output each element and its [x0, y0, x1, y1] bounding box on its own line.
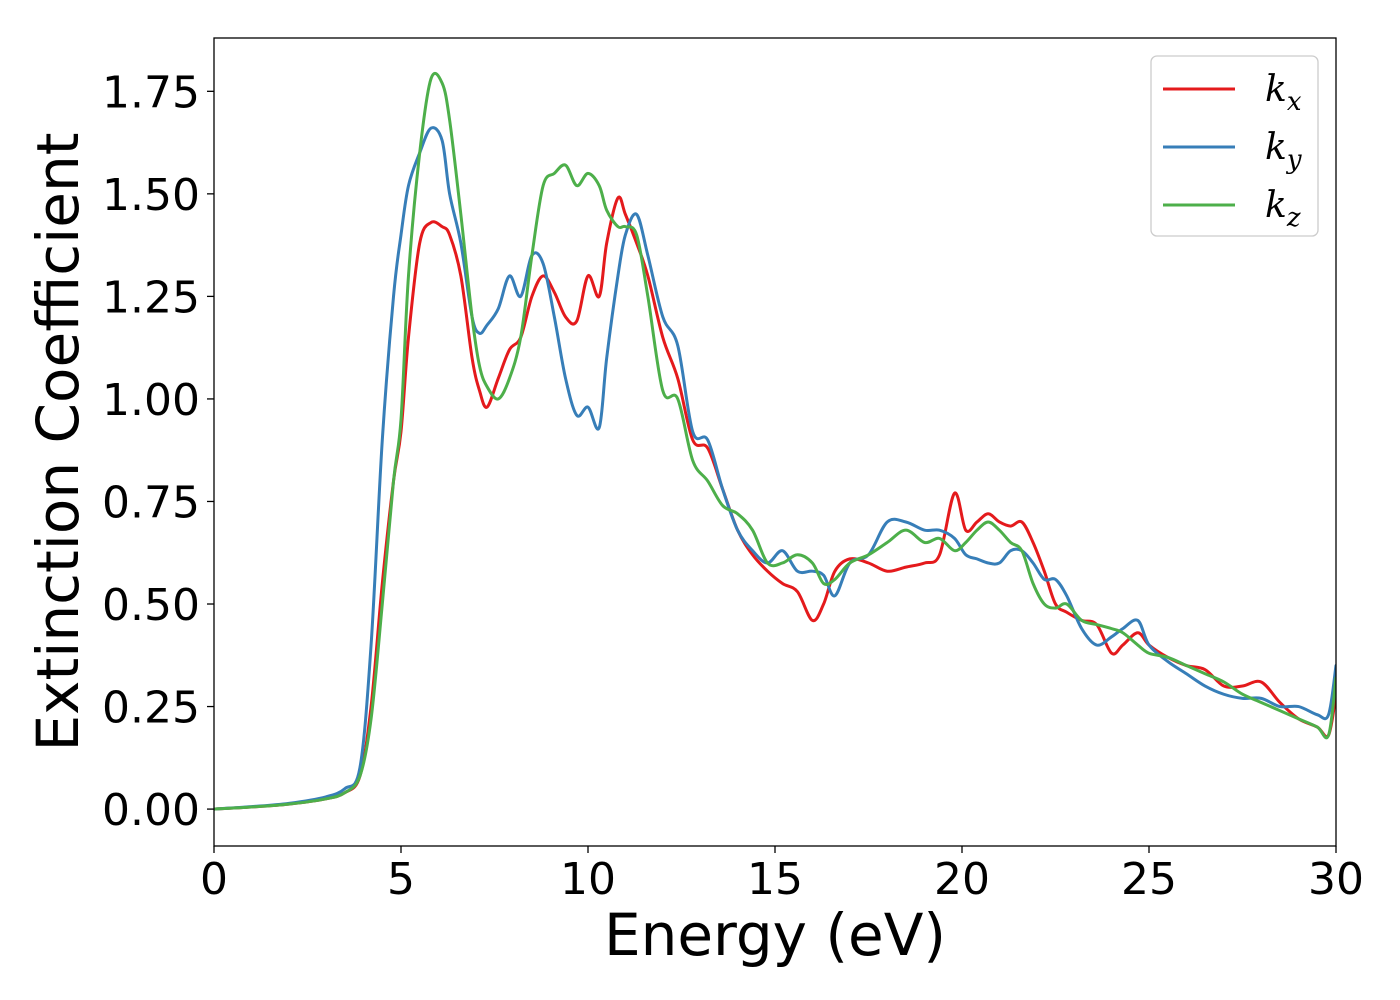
y-axis-label: Extinction Coefficient — [24, 133, 92, 752]
x-tick-label: 10 — [560, 854, 616, 905]
y-tick-label: 0.25 — [102, 683, 200, 734]
legend: kx ky kz — [1150, 55, 1319, 237]
x-tick-label: 0 — [200, 854, 228, 905]
legend-label-kz: kz — [1265, 185, 1301, 233]
legend-label-kx: kx — [1265, 69, 1302, 117]
y-tick-label: 0.00 — [102, 785, 200, 836]
y-tick-label: 1.75 — [102, 67, 200, 118]
x-tick-label: 15 — [747, 854, 803, 905]
y-tick-label: 1.00 — [102, 375, 200, 426]
y-axis: 0.00 0.25 0.50 0.75 1.00 1.25 1.50 1.75 — [102, 67, 214, 836]
y-tick-label: 1.50 — [102, 170, 200, 221]
x-tick-label: 25 — [1121, 854, 1177, 905]
x-tick-label: 30 — [1308, 854, 1364, 905]
x-tick-label: 20 — [934, 854, 990, 905]
y-tick-label: 0.50 — [102, 580, 200, 631]
y-tick-label: 1.25 — [102, 272, 200, 323]
series-line-ky — [214, 126, 1336, 811]
x-axis-label: Energy (eV) — [604, 901, 946, 969]
legend-label-ky: ky — [1265, 127, 1302, 175]
x-axis: 0 5 10 15 20 25 30 — [200, 846, 1364, 905]
series-line-kz — [214, 71, 1336, 811]
plot-lines — [214, 71, 1336, 811]
x-tick-label: 5 — [387, 854, 415, 905]
y-tick-label: 0.75 — [102, 477, 200, 528]
